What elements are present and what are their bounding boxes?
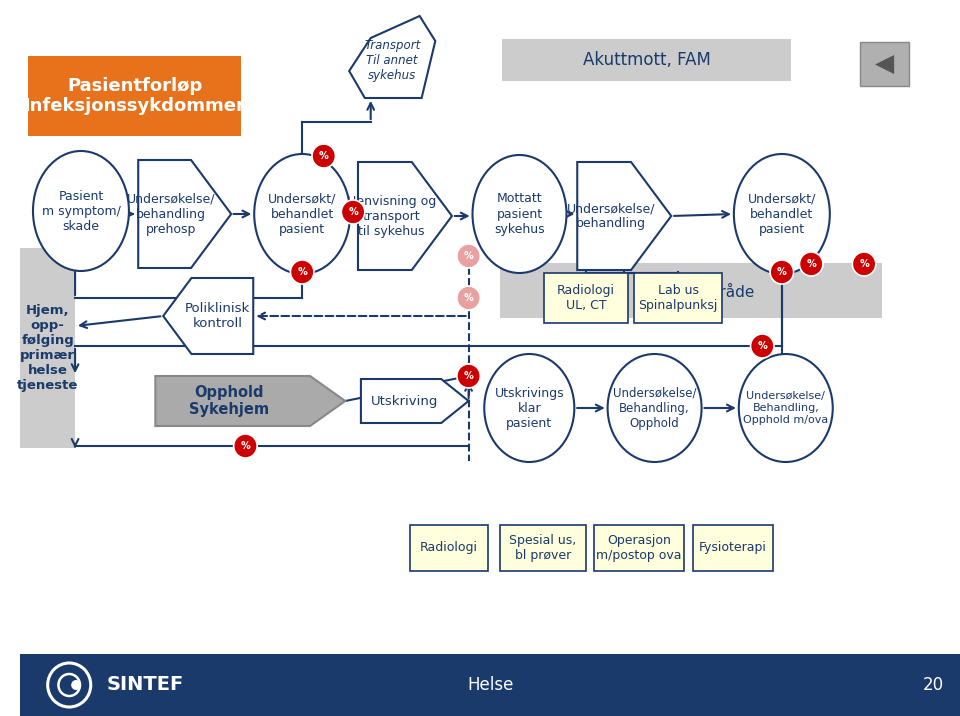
FancyBboxPatch shape bbox=[860, 42, 909, 86]
Text: %: % bbox=[298, 267, 307, 277]
Ellipse shape bbox=[733, 154, 829, 274]
FancyBboxPatch shape bbox=[28, 56, 242, 136]
Circle shape bbox=[457, 364, 480, 388]
Circle shape bbox=[312, 144, 335, 168]
Polygon shape bbox=[577, 162, 671, 270]
Polygon shape bbox=[138, 160, 231, 268]
Text: Undersøkt/
behandlet
pasient: Undersøkt/ behandlet pasient bbox=[748, 193, 816, 236]
Circle shape bbox=[291, 260, 314, 284]
Text: Undersøkelse/
Behandling,
Opphold m/ova: Undersøkelse/ Behandling, Opphold m/ova bbox=[743, 392, 828, 425]
Text: Opphold
Sykehjem: Opphold Sykehjem bbox=[189, 384, 269, 417]
Ellipse shape bbox=[608, 354, 702, 462]
Text: Radiologi
UL, CT: Radiologi UL, CT bbox=[557, 284, 615, 312]
Text: %: % bbox=[348, 207, 358, 217]
Text: %: % bbox=[464, 293, 473, 303]
Polygon shape bbox=[163, 278, 253, 354]
Text: %: % bbox=[464, 371, 473, 381]
FancyBboxPatch shape bbox=[634, 273, 722, 323]
Text: Undersøkelse/
Behandling,
Opphold: Undersøkelse/ Behandling, Opphold bbox=[612, 387, 696, 430]
Ellipse shape bbox=[472, 155, 566, 273]
Text: Utskrivings
klar
pasient: Utskrivings klar pasient bbox=[494, 387, 564, 430]
Text: Utskriving: Utskriving bbox=[372, 395, 439, 407]
FancyBboxPatch shape bbox=[544, 273, 628, 323]
FancyBboxPatch shape bbox=[20, 248, 75, 448]
Text: %: % bbox=[241, 441, 251, 451]
Circle shape bbox=[457, 244, 480, 268]
FancyBboxPatch shape bbox=[500, 263, 881, 318]
Circle shape bbox=[852, 252, 876, 276]
Text: Spesial us,
bl prøver: Spesial us, bl prøver bbox=[510, 534, 577, 562]
FancyBboxPatch shape bbox=[20, 0, 960, 656]
Text: 20: 20 bbox=[924, 676, 945, 694]
Ellipse shape bbox=[33, 151, 129, 271]
Text: %: % bbox=[757, 341, 767, 351]
Ellipse shape bbox=[484, 354, 574, 462]
Text: SINTEF: SINTEF bbox=[107, 675, 183, 695]
Text: Sengeområde: Sengeområde bbox=[647, 283, 755, 299]
Text: Henvisning og
transport
til sykehus: Henvisning og transport til sykehus bbox=[347, 195, 436, 238]
Text: Akuttmott, FAM: Akuttmott, FAM bbox=[583, 51, 710, 69]
Circle shape bbox=[342, 200, 365, 224]
Polygon shape bbox=[361, 379, 468, 423]
FancyBboxPatch shape bbox=[410, 525, 489, 571]
Circle shape bbox=[800, 252, 823, 276]
Text: Fysioterapi: Fysioterapi bbox=[699, 541, 767, 554]
Text: %: % bbox=[319, 151, 328, 161]
Text: %: % bbox=[464, 251, 473, 261]
Circle shape bbox=[751, 334, 774, 358]
Text: ◀: ◀ bbox=[875, 52, 895, 76]
Ellipse shape bbox=[254, 154, 350, 274]
FancyBboxPatch shape bbox=[20, 654, 960, 716]
Ellipse shape bbox=[739, 354, 832, 462]
Text: Pasient
m symptom/
skade: Pasient m symptom/ skade bbox=[41, 190, 120, 233]
FancyBboxPatch shape bbox=[594, 525, 684, 571]
Text: Helse: Helse bbox=[467, 676, 514, 694]
Polygon shape bbox=[358, 162, 452, 270]
Text: Mottatt
pasient
sykehus: Mottatt pasient sykehus bbox=[494, 193, 545, 236]
Text: Hjem,
opp-
følging
primær
helse
tjeneste: Hjem, opp- følging primær helse tjeneste bbox=[17, 304, 79, 392]
Text: Radiologi: Radiologi bbox=[420, 541, 478, 554]
Circle shape bbox=[233, 434, 257, 458]
FancyBboxPatch shape bbox=[693, 525, 773, 571]
Polygon shape bbox=[156, 376, 346, 426]
Text: %: % bbox=[859, 259, 869, 269]
Circle shape bbox=[457, 286, 480, 310]
Circle shape bbox=[770, 260, 794, 284]
Text: %: % bbox=[777, 267, 786, 277]
FancyBboxPatch shape bbox=[500, 525, 586, 571]
Text: Undersøkelse/
behandling
prehosp: Undersøkelse/ behandling prehosp bbox=[127, 193, 216, 236]
Circle shape bbox=[71, 680, 81, 690]
Text: Poliklinisk
kontroll: Poliklinisk kontroll bbox=[185, 302, 251, 330]
Text: Pasientforløp
Infeksjonssykdommer: Pasientforløp Infeksjonssykdommer bbox=[24, 77, 246, 115]
Text: Lab us
Spinalpunksj: Lab us Spinalpunksj bbox=[638, 284, 718, 312]
Text: Undersøkt/
behandlet
pasient: Undersøkt/ behandlet pasient bbox=[268, 193, 336, 236]
Polygon shape bbox=[349, 16, 435, 98]
Text: Operasjon
m/postop ova: Operasjon m/postop ova bbox=[596, 534, 682, 562]
Text: Transport
Til annet
sykehus: Transport Til annet sykehus bbox=[364, 39, 420, 82]
Text: %: % bbox=[806, 259, 816, 269]
FancyBboxPatch shape bbox=[502, 39, 791, 81]
Text: Undersøkelse/
behandling: Undersøkelse/ behandling bbox=[566, 202, 655, 230]
